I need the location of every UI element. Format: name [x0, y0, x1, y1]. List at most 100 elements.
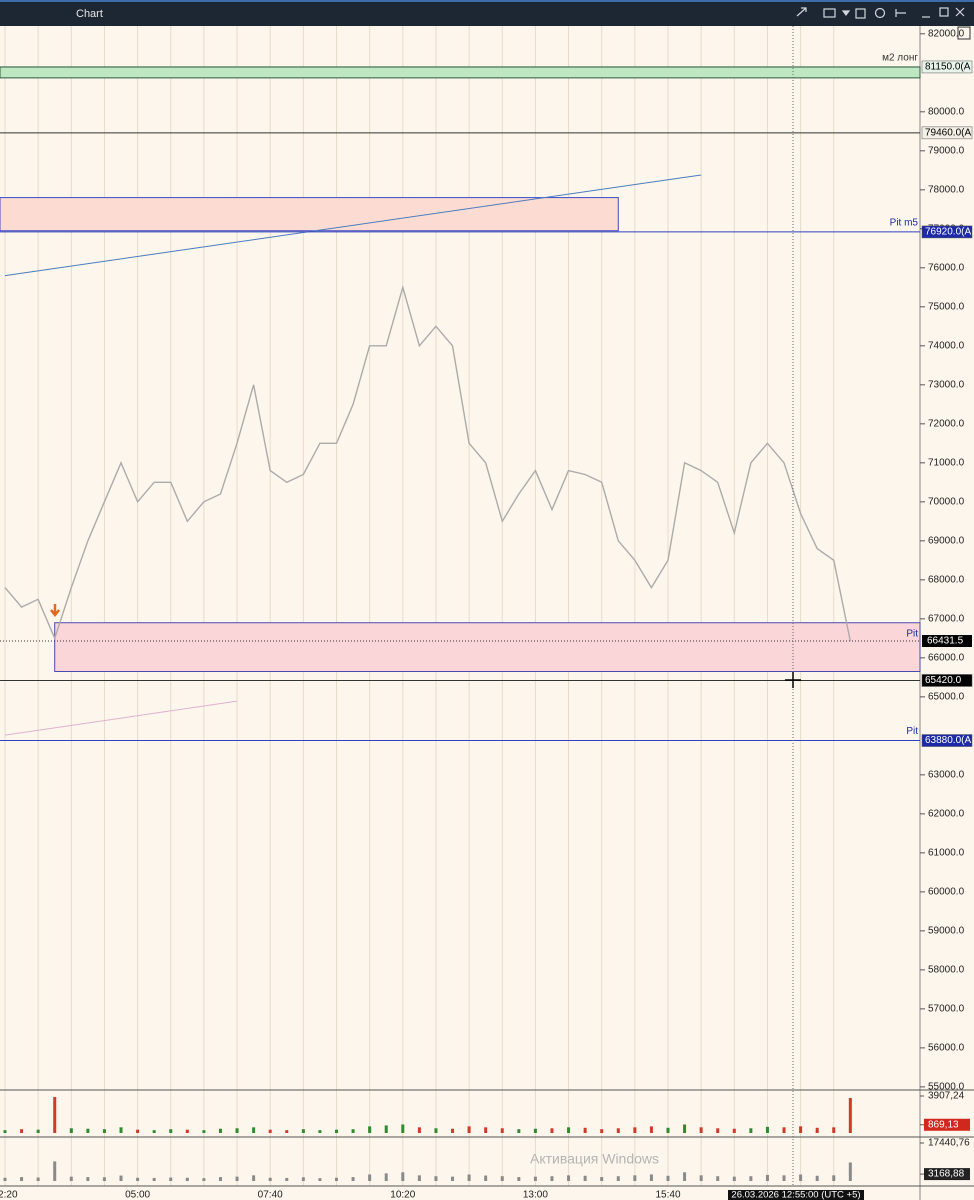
axis-corner-button[interactable] [957, 26, 971, 40]
zone [0, 66, 921, 79]
volume-bar [434, 1176, 438, 1181]
x-tick-label: 10:20 [390, 1190, 415, 1200]
volume-bar [351, 1177, 355, 1181]
icon-restore[interactable] [939, 7, 949, 17]
y-tick-label: 82000.0 [928, 28, 965, 39]
volume-bar [169, 1129, 173, 1133]
volume-bar [765, 1174, 769, 1181]
zone-note: Pit [906, 628, 918, 639]
icon-pin[interactable] [895, 9, 906, 17]
volume-bar [69, 1176, 73, 1181]
volume-bar [384, 1173, 388, 1181]
volume-bar [401, 1124, 405, 1133]
volume-bar [86, 1128, 90, 1133]
y-tick-label: 62000.0 [928, 808, 965, 819]
volume-bar [335, 1129, 338, 1133]
level-label: 65420.0 [925, 675, 962, 686]
volume-bar [815, 1127, 819, 1133]
volume-bar [699, 1127, 703, 1133]
y-tick-label: 60000.0 [928, 887, 965, 898]
volume-bar [832, 1175, 836, 1181]
volume-bar [318, 1130, 322, 1133]
y-tick-label: 63000.0 [928, 769, 965, 780]
volume-bar [301, 1129, 305, 1133]
volume-bar [517, 1177, 521, 1181]
volume-bar [683, 1124, 687, 1133]
icon-settings[interactable] [874, 7, 886, 19]
volume-bar [301, 1177, 305, 1181]
volume-bar [235, 1128, 239, 1133]
icon-camera[interactable] [823, 8, 836, 18]
volume-label: 3168,88 [928, 1169, 965, 1180]
toolbar-icons[interactable] [796, 7, 965, 19]
y-tick-label: 74000.0 [928, 340, 965, 351]
volume-bar [832, 1127, 836, 1133]
x-tick-label: 05:00 [125, 1190, 150, 1200]
icon-box[interactable] [855, 8, 866, 19]
volume-bar [434, 1128, 438, 1133]
volume-bar [417, 1127, 421, 1133]
y-tick-label: 70000.0 [928, 496, 965, 507]
y-tick-label: 79000.0 [928, 145, 965, 156]
volume-bar [467, 1174, 471, 1181]
volume-bar [3, 1177, 7, 1181]
volume-bar [252, 1175, 256, 1181]
y-tick-label: 69000.0 [928, 535, 965, 546]
volume-bar [567, 1175, 571, 1181]
zone [54, 622, 921, 672]
volume-bar [666, 1127, 670, 1133]
zones-layer [0, 66, 921, 672]
volume-bar [583, 1175, 587, 1181]
volume-bar [86, 1177, 90, 1181]
volume-bar [848, 1097, 852, 1133]
y-tick-label: 80000.0 [928, 106, 965, 117]
y-tick-label: 59000.0 [928, 926, 965, 937]
volume-bar [732, 1176, 736, 1181]
level-label-box [921, 60, 973, 74]
signal-arrow [50, 604, 60, 618]
volume-bar [533, 1176, 537, 1181]
icon-dropdown[interactable] [841, 10, 851, 16]
volume-label: 869,13 [928, 1119, 959, 1130]
volume-bar [218, 1177, 222, 1181]
last-price-label: 66431.5 [927, 636, 964, 647]
title-accent [0, 0, 974, 2]
volume-bar [716, 1176, 720, 1181]
time-label-box [728, 1190, 864, 1200]
volume-bar [749, 1128, 753, 1133]
volume-bar [152, 1130, 156, 1133]
volume-bar [351, 1129, 355, 1133]
y-tick-label: 67000.0 [928, 613, 965, 624]
volume-bar [20, 1129, 24, 1133]
volume-bar [815, 1175, 819, 1181]
volume-bar [268, 1177, 272, 1181]
volume-bar [567, 1127, 571, 1133]
volume-bar [169, 1177, 173, 1181]
volume-bar [633, 1127, 637, 1133]
volume-bar [119, 1175, 123, 1181]
volume-bar [218, 1128, 222, 1133]
volume-bar [649, 1126, 653, 1133]
volume-bar [600, 1177, 604, 1181]
volume-bar [451, 1176, 455, 1181]
icon-close[interactable] [955, 7, 965, 17]
volume-bar [716, 1128, 720, 1133]
volume-bar [484, 1175, 488, 1181]
volume-bar [649, 1174, 653, 1181]
icon-expand[interactable] [796, 7, 807, 17]
y-tick-label: 61000.0 [928, 848, 965, 859]
volume-bar [368, 1174, 372, 1181]
x-tick-label: 07:40 [258, 1190, 283, 1200]
level-label: 81150.0(A [925, 62, 971, 73]
volume-bar [500, 1128, 504, 1133]
y-tick-label: 78000.0 [928, 184, 965, 195]
y-tick-label: 76000.0 [928, 262, 965, 273]
volume-bar [53, 1097, 57, 1133]
volume-bar [102, 1177, 106, 1181]
volume-bar [616, 1128, 620, 1133]
lines-layer [0, 66, 920, 742]
volume-bar [550, 1176, 554, 1181]
volume-bar [318, 1178, 322, 1181]
trendline [4, 700, 238, 736]
